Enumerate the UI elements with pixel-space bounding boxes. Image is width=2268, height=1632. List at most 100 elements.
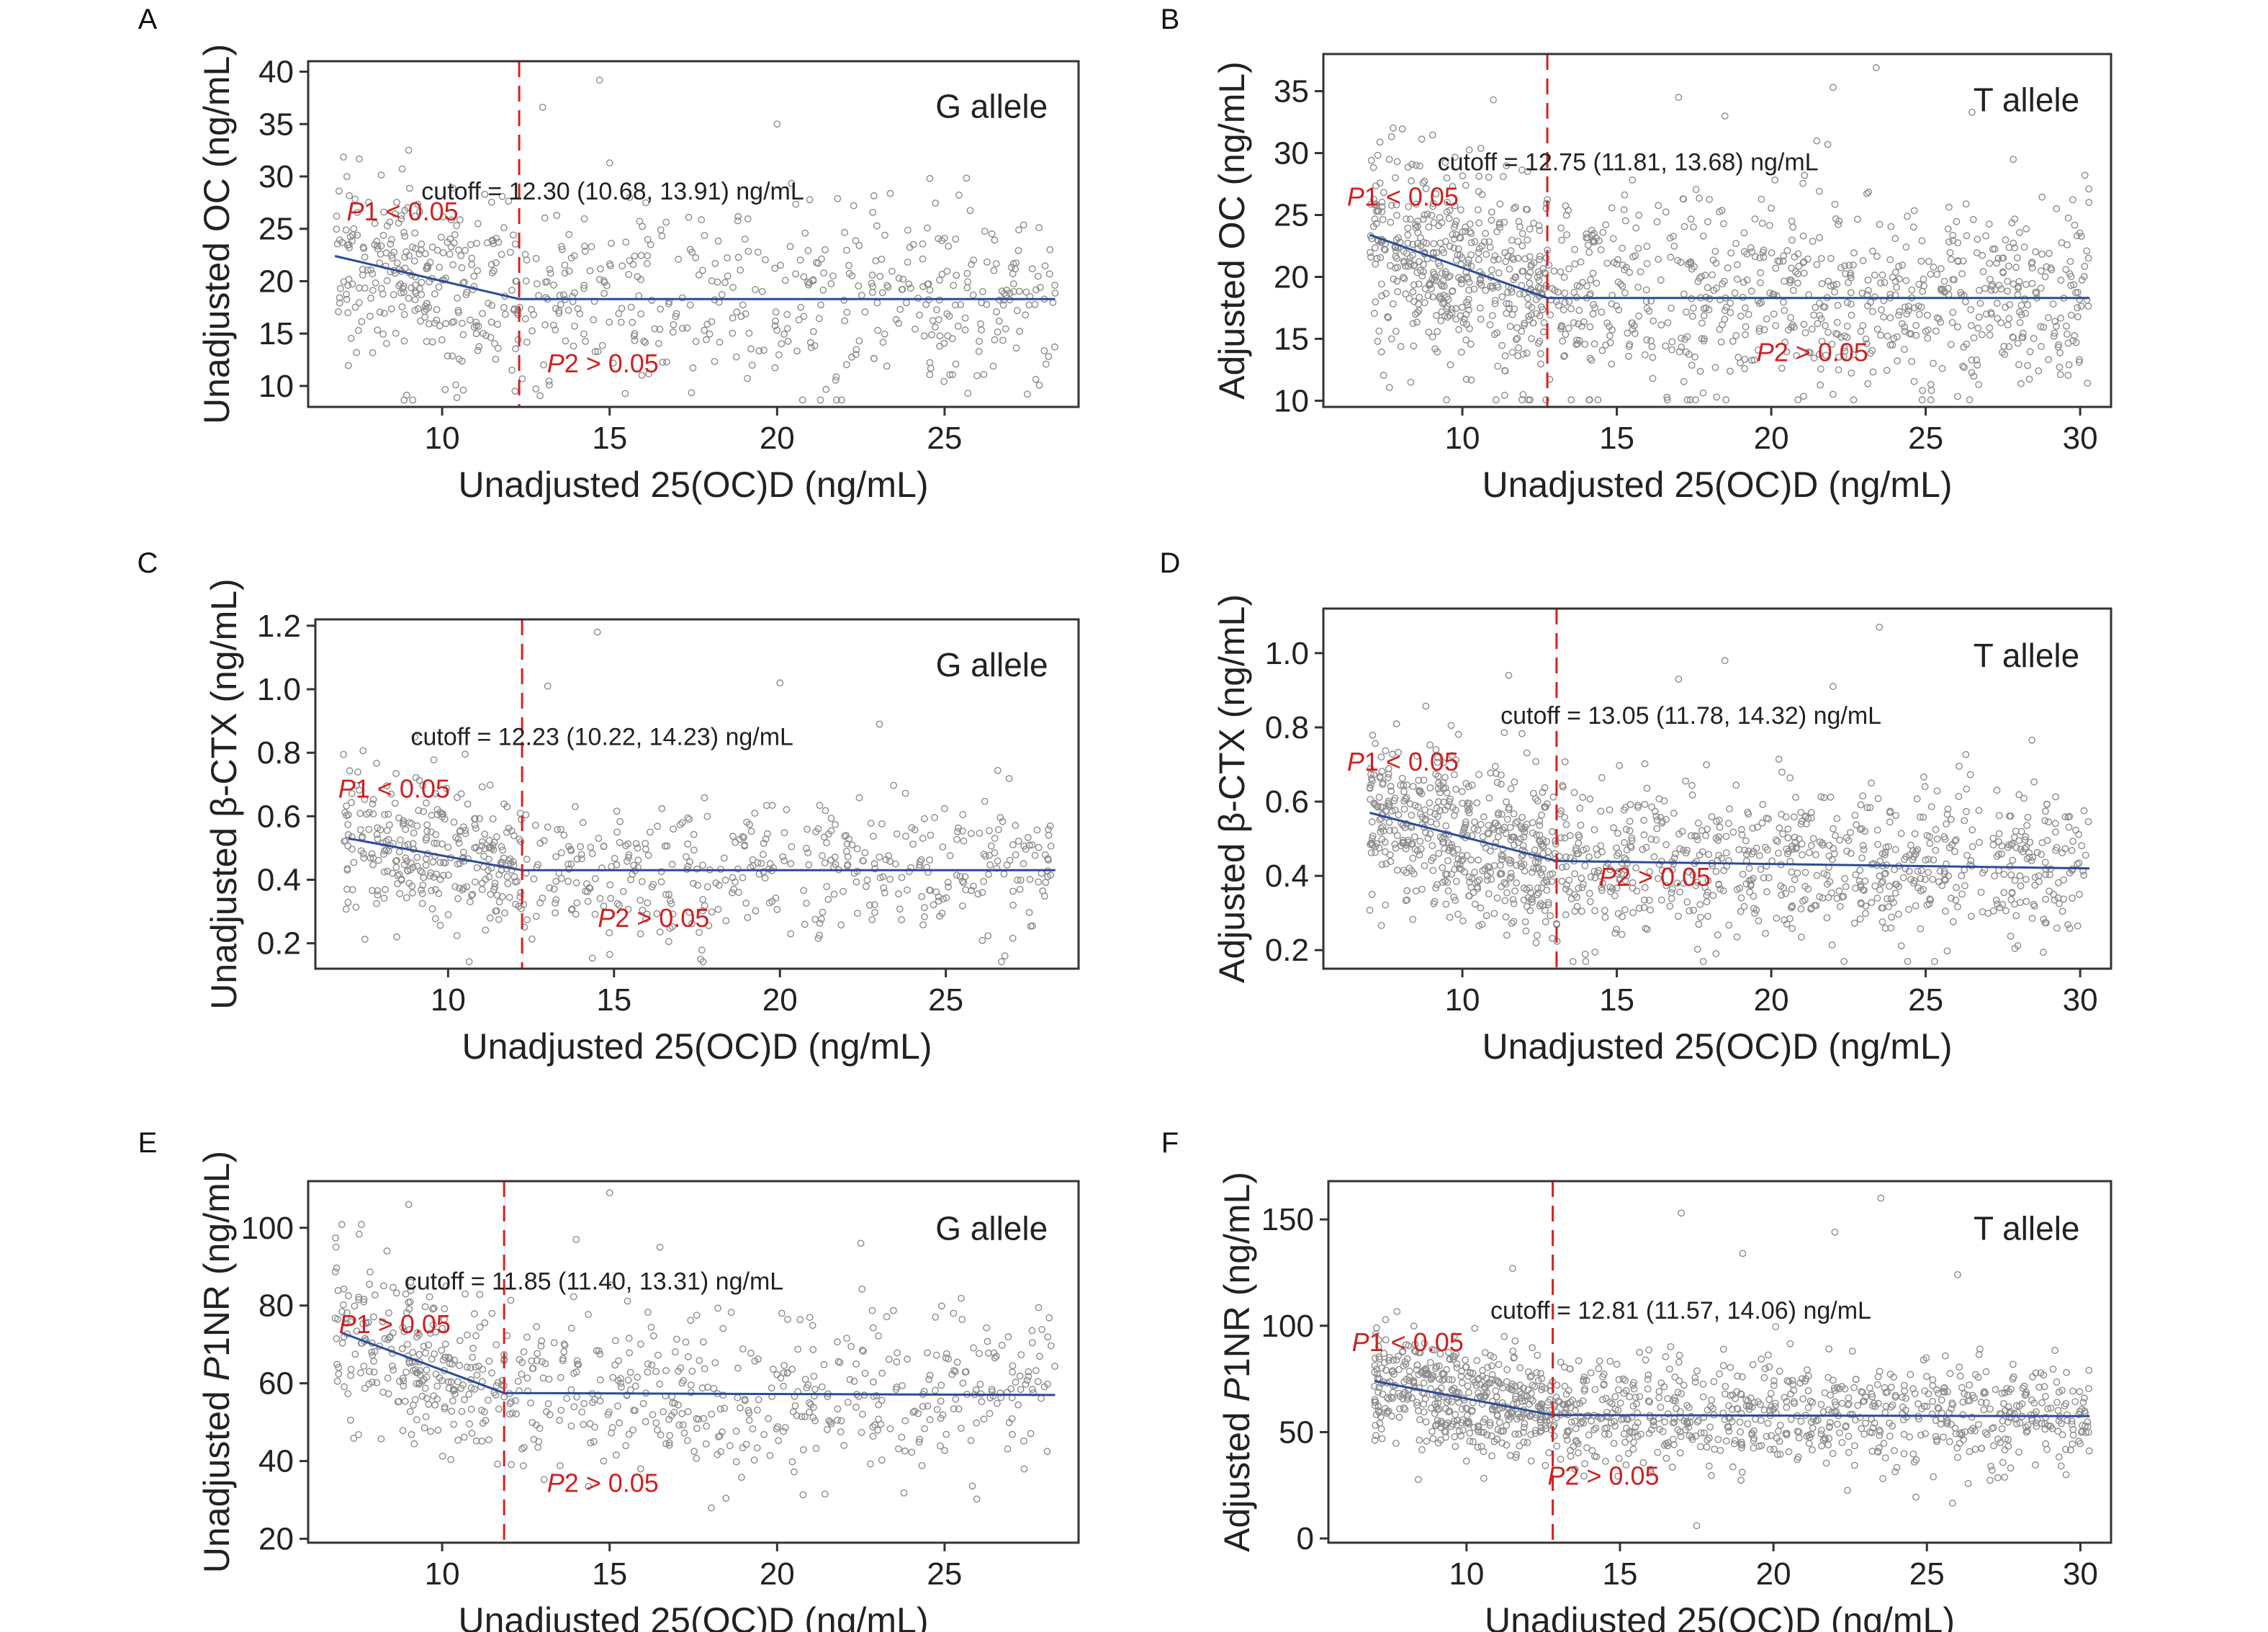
data-point [1827, 793, 1835, 801]
data-point [1429, 866, 1437, 874]
data-point [1491, 252, 1499, 260]
data-point [585, 1482, 593, 1490]
data-point [1718, 854, 1725, 862]
data-point [744, 375, 752, 382]
data-point [422, 855, 430, 863]
cutoff-annotation: cutoff = 12.30 (10.68, 13.91) ng/mL [421, 178, 804, 205]
data-point [405, 295, 413, 302]
data-point [479, 1420, 487, 1427]
data-point [961, 1368, 969, 1376]
data-point [991, 849, 999, 857]
data-point [1780, 884, 1788, 892]
data-point [1368, 840, 1376, 847]
data-point [1963, 340, 1971, 348]
data-point [1404, 224, 1412, 232]
y-tick-label: 60 [258, 1366, 294, 1402]
data-point [422, 1349, 429, 1357]
data-point [622, 238, 630, 246]
data-point [1485, 794, 1493, 802]
data-point [1947, 895, 1955, 902]
data-point [606, 318, 613, 326]
data-point [1557, 224, 1565, 232]
data-point [1554, 288, 1562, 296]
data-point [1577, 258, 1585, 266]
data-point [1374, 1371, 1381, 1378]
data-point [433, 316, 441, 324]
panel-letter: D [1160, 547, 1181, 579]
data-point [573, 1357, 581, 1365]
cutoff-annotation: cutoff = 12.75 (11.81, 13.68) ng/mL [1438, 149, 1819, 176]
data-point [1387, 261, 1394, 269]
data-point [861, 849, 869, 856]
data-point [1850, 351, 1858, 359]
data-point [478, 783, 486, 791]
data-point [895, 274, 903, 282]
data-point [1704, 218, 1711, 225]
data-point [1012, 851, 1020, 858]
data-point [2016, 228, 2023, 236]
data-point [1932, 1386, 1940, 1394]
data-point [771, 322, 779, 330]
data-point [1694, 277, 1702, 285]
data-point [413, 1369, 420, 1377]
data-point [506, 1399, 514, 1407]
data-point [1662, 840, 1670, 848]
data-point [921, 913, 928, 920]
data-point [420, 1424, 428, 1432]
data-point [1035, 224, 1043, 231]
data-point [1735, 846, 1743, 853]
data-point [1475, 188, 1482, 195]
data-point [843, 840, 851, 848]
data-point [1404, 239, 1412, 247]
data-point [980, 878, 988, 885]
data-point [921, 904, 928, 912]
data-point [348, 789, 356, 797]
data-point [783, 325, 791, 332]
data-point [468, 261, 475, 269]
data-point [428, 1355, 436, 1363]
data-point [1801, 869, 1809, 876]
data-point [687, 1381, 695, 1389]
data-point [1367, 796, 1374, 803]
data-point [1992, 897, 2000, 904]
data-point [1689, 304, 1697, 312]
data-point [1581, 951, 1589, 958]
data-point [1823, 871, 1831, 879]
data-point [592, 875, 599, 882]
data-point [400, 337, 408, 345]
data-point [1873, 326, 1881, 333]
data-point [824, 895, 832, 903]
data-point [426, 320, 433, 328]
data-point [680, 1377, 687, 1384]
data-point [1643, 925, 1651, 933]
data-point [1451, 202, 1459, 210]
data-point [494, 1461, 501, 1468]
data-point [858, 1286, 866, 1293]
data-point [567, 1422, 575, 1430]
data-point [1752, 906, 1760, 914]
data-point [1028, 265, 1036, 273]
data-point [381, 1335, 389, 1342]
data-point [397, 875, 405, 883]
data-point [1412, 310, 1419, 318]
data-point [1621, 854, 1629, 862]
data-point [2061, 845, 2069, 853]
data-point [344, 811, 352, 819]
data-point [1793, 351, 1801, 359]
data-point [523, 256, 531, 264]
data-point [2031, 874, 2039, 882]
data-point [1941, 1352, 1949, 1360]
data-point [1534, 273, 1542, 281]
data-point [498, 192, 506, 200]
data-point [772, 317, 780, 325]
data-point [410, 257, 418, 265]
data-point [1484, 829, 1492, 837]
data-point [1415, 280, 1423, 288]
data-point [1503, 798, 1511, 806]
data-point [979, 287, 986, 295]
data-point [804, 246, 812, 254]
data-point [1040, 892, 1048, 900]
data-point [1772, 1323, 1780, 1331]
x-axis-title: Unadjusted 25(OC)D (ng/mL) [462, 1026, 932, 1067]
data-point [2042, 866, 2050, 873]
